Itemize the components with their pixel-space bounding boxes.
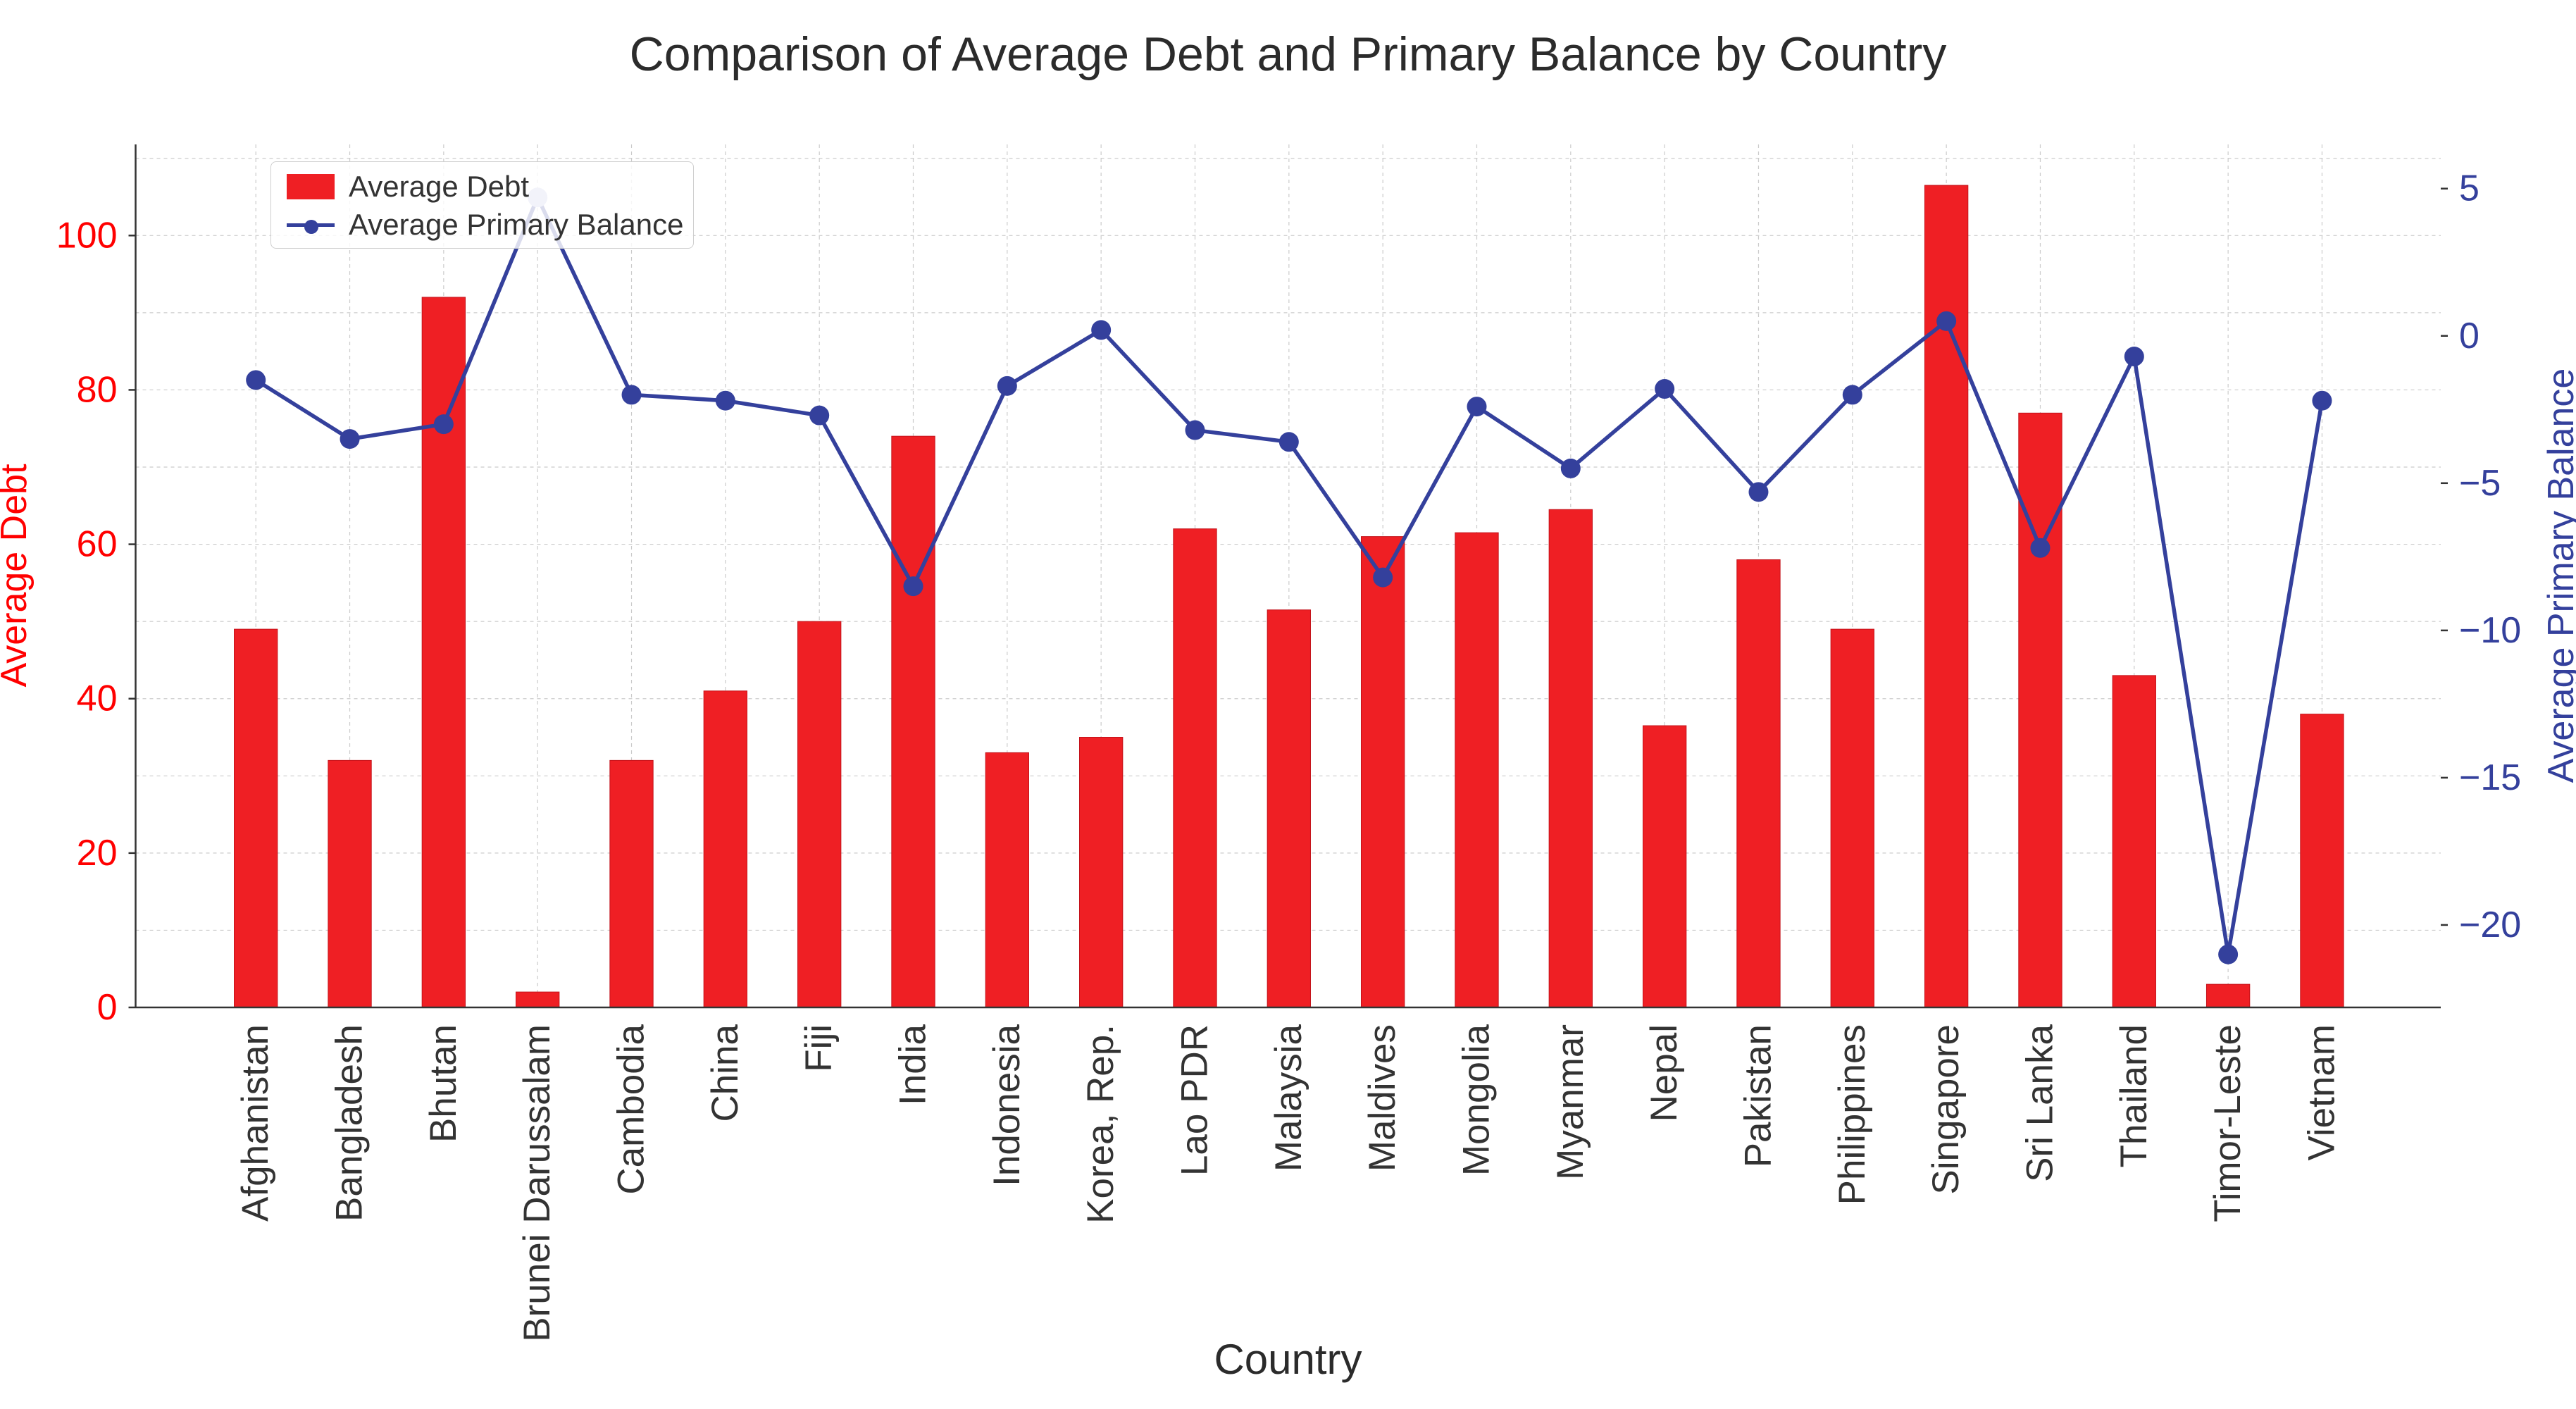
svg-text:40: 40 bbox=[77, 678, 118, 719]
svg-text:China: China bbox=[704, 1024, 746, 1122]
svg-text:Bangladesh: Bangladesh bbox=[329, 1024, 371, 1222]
svg-text:Brunei Darussalam: Brunei Darussalam bbox=[516, 1024, 558, 1342]
svg-text:0: 0 bbox=[97, 987, 118, 1028]
svg-text:Thailand: Thailand bbox=[2113, 1024, 2155, 1167]
svg-text:Bhutan: Bhutan bbox=[423, 1024, 464, 1143]
svg-text:−10: −10 bbox=[2459, 610, 2521, 651]
svg-text:Korea, Rep.: Korea, Rep. bbox=[1080, 1024, 1121, 1224]
svg-text:100: 100 bbox=[56, 215, 118, 256]
svg-text:Mongolia: Mongolia bbox=[1455, 1024, 1497, 1176]
svg-text:−15: −15 bbox=[2459, 757, 2521, 798]
svg-text:Cambodia: Cambodia bbox=[611, 1024, 652, 1194]
svg-text:Vietnam: Vietnam bbox=[2301, 1024, 2342, 1160]
svg-text:−5: −5 bbox=[2459, 463, 2501, 504]
svg-text:Maldives: Maldives bbox=[1362, 1024, 1403, 1172]
svg-text:20: 20 bbox=[77, 833, 118, 874]
svg-text:Afghanistan: Afghanistan bbox=[235, 1024, 276, 1222]
svg-text:Pakistan: Pakistan bbox=[1737, 1024, 1779, 1167]
svg-text:80: 80 bbox=[77, 369, 118, 410]
svg-text:Malaysia: Malaysia bbox=[1268, 1024, 1309, 1172]
svg-text:5: 5 bbox=[2459, 168, 2479, 209]
svg-text:Myanmar: Myanmar bbox=[1550, 1024, 1591, 1180]
svg-text:Philippines: Philippines bbox=[1831, 1024, 1873, 1205]
svg-text:Lao PDR: Lao PDR bbox=[1174, 1024, 1216, 1176]
svg-text:0: 0 bbox=[2459, 316, 2479, 356]
svg-text:Fiji: Fiji bbox=[798, 1024, 840, 1072]
svg-text:−20: −20 bbox=[2459, 905, 2521, 945]
svg-text:India: India bbox=[892, 1024, 934, 1105]
svg-text:Sri Lanka: Sri Lanka bbox=[2019, 1024, 2060, 1181]
svg-text:Indonesia: Indonesia bbox=[986, 1024, 1028, 1186]
svg-text:Singapore: Singapore bbox=[1925, 1024, 1967, 1195]
svg-text:60: 60 bbox=[77, 524, 118, 565]
svg-text:Nepal: Nepal bbox=[1643, 1024, 1685, 1122]
svg-text:Timor-Leste: Timor-Leste bbox=[2207, 1024, 2248, 1222]
